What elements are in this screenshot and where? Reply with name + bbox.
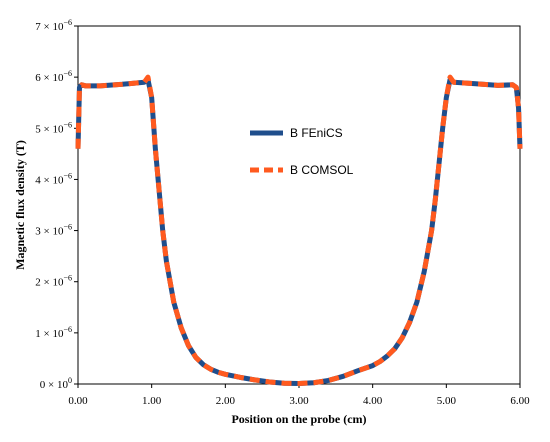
y-tick-label: 4 × 10−6 xyxy=(35,171,72,186)
x-axis-ticks: 0.00 1.00 2.00 3.00 4.00 5.00 6.00 xyxy=(68,384,530,407)
y-tick-label: 5 × 10−6 xyxy=(35,120,72,135)
y-axis-title: Magnetic flux density (T) xyxy=(13,140,27,270)
legend-label-fenics: B FEniCS xyxy=(290,126,343,140)
legend: B FEniCS B COMSOL xyxy=(250,126,354,177)
y-tick-label: 3 × 10−6 xyxy=(35,223,72,238)
y-tick-label: 6 × 10−6 xyxy=(35,69,72,84)
x-tick-label: 6.00 xyxy=(510,395,530,407)
legend-label-comsol: B COMSOL xyxy=(290,163,354,177)
series-line-b-comsol xyxy=(75,74,523,386)
y-tick-label: 1 × 10−6 xyxy=(35,325,72,340)
x-axis-title: Position on the probe (cm) xyxy=(231,412,366,426)
x-tick-label: 2.00 xyxy=(216,395,236,407)
series-layer xyxy=(75,74,523,386)
y-tick-label: 7 × 10−6 xyxy=(35,18,72,33)
x-tick-label: 0.00 xyxy=(68,395,88,407)
x-tick-label: 4.00 xyxy=(363,395,383,407)
x-tick-label: 1.00 xyxy=(142,395,162,407)
x-tick-label: 3.00 xyxy=(289,395,309,407)
x-tick-label: 5.00 xyxy=(437,395,457,407)
y-tick-label: 2 × 10−6 xyxy=(35,274,72,289)
y-axis-ticks: 0 × 100 1 × 10−6 2 × 10−6 3 × 10−6 4 × 10−6 5… xyxy=(35,18,78,391)
y-tick-label: 0 × 100 xyxy=(40,376,72,391)
